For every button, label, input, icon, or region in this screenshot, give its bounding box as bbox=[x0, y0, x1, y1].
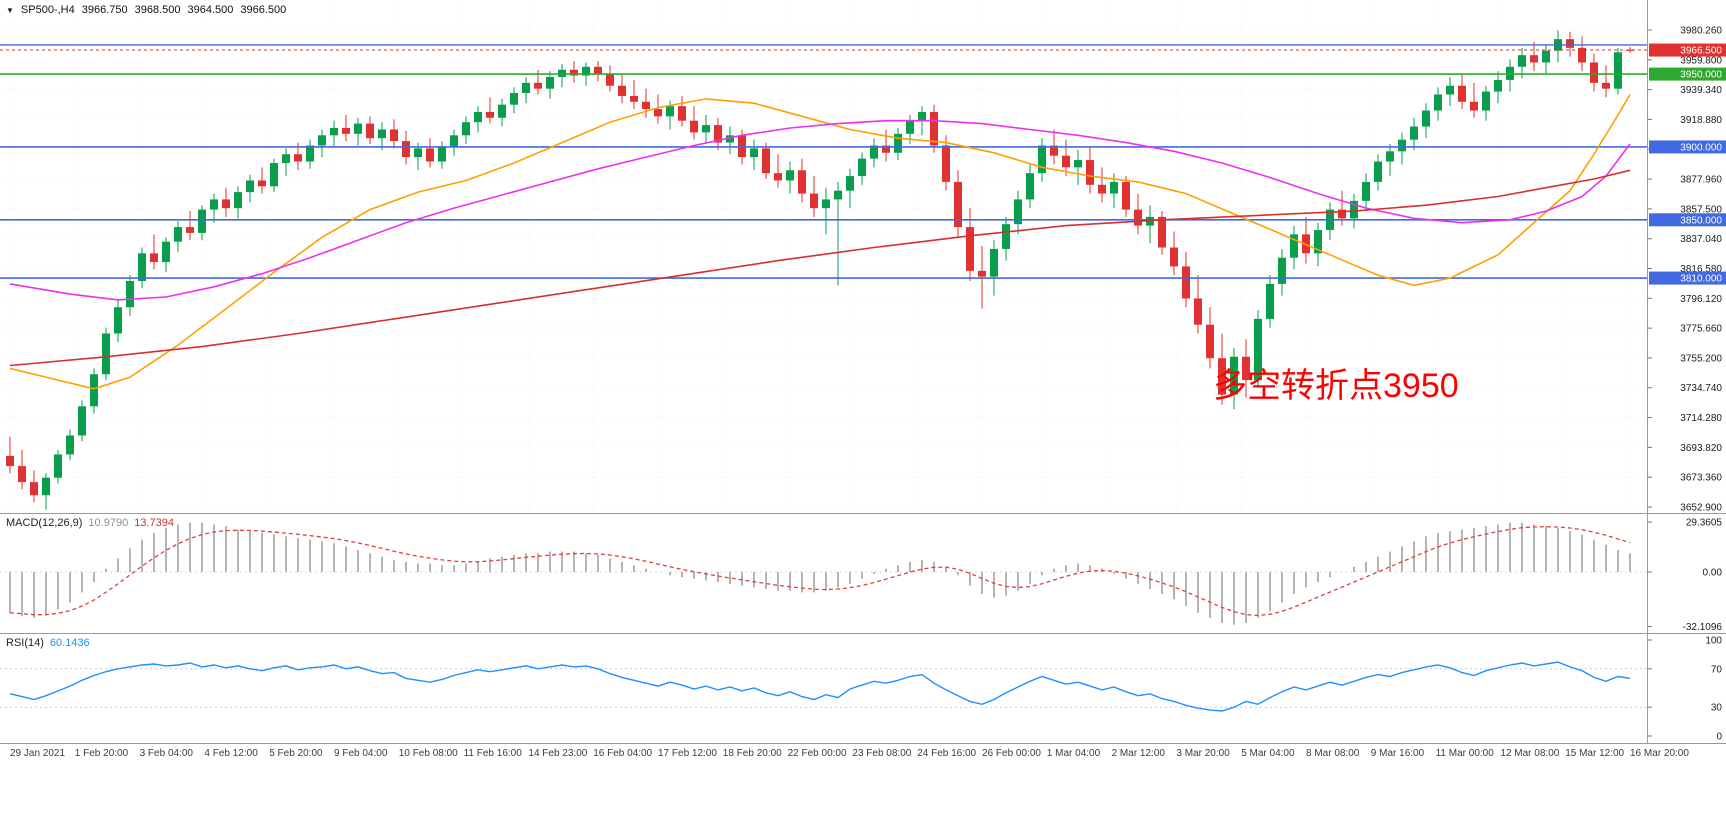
rsi-value: 60.1436 bbox=[49, 637, 90, 649]
panel-separator[interactable] bbox=[0, 513, 1726, 514]
symbol-timeframe-label: SP500-,H4 bbox=[20, 4, 75, 16]
ohlc-open: 3966.750 bbox=[81, 4, 128, 16]
rsi-panel[interactable]: 100 70 30 0 bbox=[0, 634, 1726, 743]
macd-main-value: 10.9790 bbox=[88, 517, 129, 529]
macd-signal-line bbox=[9, 526, 1631, 617]
time-label: 12 Mar 08:00 bbox=[1500, 748, 1560, 759]
ohlc-high: 3968.500 bbox=[134, 4, 181, 16]
price-axis-labels: 3950.000 3900.000 3850.000 3810.000 3966.500 bbox=[1649, 43, 1726, 285]
time-label: 18 Feb 20:00 bbox=[722, 748, 782, 759]
svg-text:3755.200: 3755.200 bbox=[1680, 353, 1722, 364]
chart-dropdown-icon[interactable]: ▼ bbox=[6, 5, 14, 15]
svg-text:-32.1096: -32.1096 bbox=[1683, 622, 1723, 633]
rsi-header: RSI(14) 60.1436 bbox=[6, 637, 90, 649]
svg-text:3966.500: 3966.500 bbox=[1680, 46, 1722, 57]
time-label: 22 Feb 00:00 bbox=[787, 748, 847, 759]
svg-text:70: 70 bbox=[1711, 664, 1723, 675]
time-label: 17 Feb 12:00 bbox=[658, 748, 717, 759]
svg-text:3950.000: 3950.000 bbox=[1680, 70, 1722, 81]
rsi-line bbox=[9, 661, 1631, 712]
price-axis-separator bbox=[1647, 0, 1648, 744]
svg-text:3816.580: 3816.580 bbox=[1680, 264, 1722, 275]
macd-histogram bbox=[9, 522, 1631, 625]
time-label: 9 Feb 04:00 bbox=[334, 748, 388, 759]
macd-panel[interactable]: 29.3605 0.00 -32.1096 bbox=[0, 514, 1726, 633]
svg-text:3734.740: 3734.740 bbox=[1680, 383, 1722, 394]
moving-averages bbox=[9, 94, 1631, 390]
svg-text:3796.120: 3796.120 bbox=[1680, 294, 1722, 305]
time-label: 29 Jan 2021 bbox=[10, 748, 66, 759]
panel-separator[interactable] bbox=[0, 743, 1726, 744]
svg-text:0: 0 bbox=[1716, 732, 1722, 743]
ohlc-low: 3964.500 bbox=[187, 4, 234, 16]
time-label: 14 Feb 23:00 bbox=[528, 748, 588, 759]
price-grid: 3980.2603959.8003939.3403918.8803898.420… bbox=[0, 0, 1722, 514]
time-label: 10 Feb 08:00 bbox=[398, 748, 458, 759]
time-label: 1 Feb 20:00 bbox=[74, 748, 129, 759]
svg-text:3837.040: 3837.040 bbox=[1680, 234, 1722, 245]
svg-text:29.3605: 29.3605 bbox=[1686, 518, 1723, 529]
time-label: 24 Feb 16:00 bbox=[917, 748, 977, 759]
svg-text:3900.000: 3900.000 bbox=[1680, 142, 1722, 153]
time-label: 8 Mar 08:00 bbox=[1306, 748, 1360, 759]
svg-text:3939.340: 3939.340 bbox=[1680, 85, 1722, 96]
svg-text:3652.900: 3652.900 bbox=[1680, 502, 1722, 513]
svg-text:3810.000: 3810.000 bbox=[1680, 274, 1722, 285]
symbol-header: ▼ SP500-,H4 3966.750 3968.500 3964.500 3… bbox=[6, 4, 286, 16]
svg-text:3850.000: 3850.000 bbox=[1680, 215, 1722, 226]
svg-text:0.00: 0.00 bbox=[1703, 568, 1723, 579]
svg-text:3918.880: 3918.880 bbox=[1680, 115, 1722, 126]
rsi-label: RSI(14) bbox=[6, 637, 44, 649]
time-axis[interactable]: 29 Jan 2021 1 Feb 20:00 3 Feb 04:00 4 Feb 1… bbox=[0, 744, 1726, 840]
svg-text:3673.360: 3673.360 bbox=[1680, 473, 1722, 484]
time-label: 16 Mar 20:00 bbox=[1630, 748, 1689, 759]
time-label: 11 Feb 16:00 bbox=[463, 748, 522, 759]
time-label: 4 Feb 12:00 bbox=[204, 748, 258, 759]
panel-separator[interactable] bbox=[0, 633, 1726, 634]
svg-text:30: 30 bbox=[1711, 703, 1723, 714]
time-label: 16 Feb 04:00 bbox=[593, 748, 653, 759]
svg-text:3857.500: 3857.500 bbox=[1680, 204, 1722, 215]
svg-text:3775.660: 3775.660 bbox=[1680, 324, 1722, 335]
time-label: 15 Mar 12:00 bbox=[1565, 748, 1625, 759]
svg-text:100: 100 bbox=[1705, 636, 1722, 647]
horizontal-lines bbox=[0, 44, 1648, 279]
annotation-text[interactable]: 多空转折点3950 bbox=[1213, 367, 1459, 405]
svg-text:3877.960: 3877.960 bbox=[1680, 175, 1722, 186]
macd-label: MACD(12,26,9) bbox=[6, 517, 83, 529]
time-label: 3 Mar 20:00 bbox=[1176, 748, 1230, 759]
candles bbox=[6, 30, 1634, 510]
svg-text:3714.280: 3714.280 bbox=[1680, 413, 1722, 424]
macd-grid: 29.3605 0.00 -32.1096 bbox=[0, 518, 1722, 633]
time-label: 23 Feb 08:00 bbox=[852, 748, 912, 759]
svg-text:3693.820: 3693.820 bbox=[1680, 443, 1722, 454]
time-label: 5 Mar 04:00 bbox=[1241, 748, 1295, 759]
time-label: 3 Feb 04:00 bbox=[139, 748, 193, 759]
time-label: 1 Mar 04:00 bbox=[1046, 748, 1101, 759]
svg-text:3980.260: 3980.260 bbox=[1680, 26, 1722, 37]
price-chart[interactable]: 3980.2603959.8003939.3403918.8803898.420… bbox=[0, 0, 1726, 514]
macd-header: MACD(12,26,9) 10.9790 13.7394 bbox=[6, 517, 174, 529]
macd-signal-value: 13.7394 bbox=[134, 517, 174, 529]
time-label: 26 Feb 00:00 bbox=[982, 748, 1041, 759]
time-label: 9 Mar 16:00 bbox=[1370, 748, 1425, 759]
time-label: 5 Feb 20:00 bbox=[269, 748, 323, 759]
rsi-grid: 100 70 30 0 bbox=[0, 636, 1722, 743]
time-label: 2 Mar 12:00 bbox=[1111, 748, 1165, 759]
time-label: 11 Mar 00:00 bbox=[1435, 748, 1494, 759]
ohlc-close: 3966.500 bbox=[240, 4, 287, 16]
svg-text:3959.800: 3959.800 bbox=[1680, 55, 1722, 66]
